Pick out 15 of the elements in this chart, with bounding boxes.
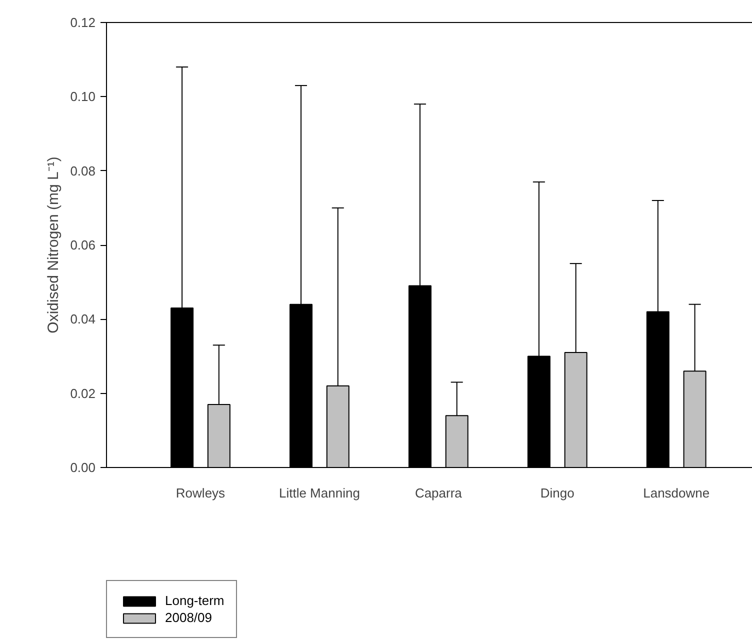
y-tick-label: 0.12 [70, 15, 96, 30]
y-axis-title: Oxidised Nitrogen (mg L⁻¹) [45, 156, 62, 334]
y-tick-label: 0.04 [70, 312, 96, 327]
y-tick-label: 0.06 [70, 238, 96, 252]
y-tick-label: 0.08 [70, 163, 96, 178]
x-tick-label: Lansdowne [643, 486, 710, 500]
y-tick-label: 0.02 [70, 386, 96, 401]
x-tick-label: Dingo [540, 486, 574, 500]
x-tick-label: Caparra [414, 486, 463, 500]
x-tick-label: Rowleys [176, 486, 226, 500]
y-tick-label: 0.10 [70, 89, 96, 104]
legend-label: Long-term [165, 593, 224, 608]
x-tick-label: Little Manning [278, 486, 360, 500]
legend-label: 2008/09 [165, 610, 212, 625]
y-tick-label: 0.00 [70, 460, 96, 475]
